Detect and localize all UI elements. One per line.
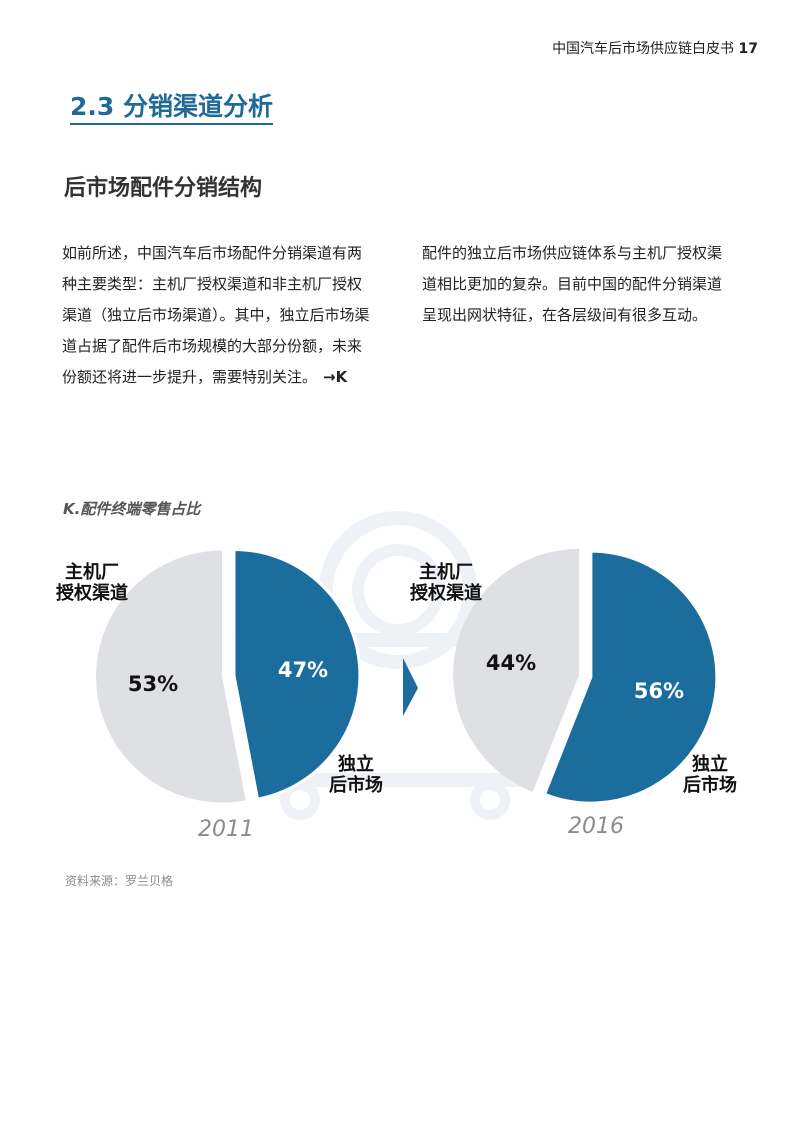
- source-note: 资料来源：罗兰贝格: [65, 874, 174, 888]
- pie-slice-independent: [542, 549, 719, 805]
- pie-slice-oem: [453, 548, 580, 793]
- watermark-magnifier-inner: [352, 544, 444, 636]
- series-label-oem: 主机厂: [65, 561, 119, 583]
- pies-group: 47%53%主机厂授权渠道独立后市场201156%44%主机厂授权渠道独立后市场…: [56, 547, 737, 842]
- page-header: 中国汽车后市场供应链白皮书 17: [552, 38, 758, 58]
- page-number: 17: [738, 41, 758, 57]
- subsection-title: 后市场配件分销结构: [64, 176, 263, 201]
- slice-label-oem: 53%: [128, 672, 178, 696]
- watermark-cart-wheel: [280, 780, 320, 820]
- series-label-independent: 独立: [338, 753, 374, 775]
- pie-slice-independent: [232, 547, 362, 801]
- header-title: 中国汽车后市场供应链白皮书: [552, 41, 735, 57]
- pie-year-label: 2011: [198, 817, 254, 842]
- section-title: 2.3 分销渠道分析: [70, 92, 273, 125]
- slice-label-independent: 47%: [278, 658, 328, 682]
- body-text-left: 如前所述，中国汽车后市场配件分销渠道有两种主要类型：主机厂授权渠道和非主机厂授权…: [62, 238, 372, 393]
- series-label-independent: 独立: [692, 753, 728, 775]
- pie-year-label: 2016: [568, 814, 624, 839]
- series-label-independent: 后市场: [683, 774, 737, 796]
- series-label-oem: 授权渠道: [56, 582, 128, 604]
- series-label-oem: 授权渠道: [410, 582, 482, 604]
- series-label-oem: 主机厂: [419, 561, 473, 583]
- slice-label-oem: 44%: [486, 651, 536, 675]
- pie-slice-oem: [96, 550, 246, 803]
- figure-reference-link[interactable]: →K: [323, 368, 348, 386]
- body-paragraph-left: 如前所述，中国汽车后市场配件分销渠道有两种主要类型：主机厂授权渠道和非主机厂授权…: [62, 244, 370, 386]
- slice-label-independent: 56%: [634, 679, 684, 703]
- watermark-cart-wheel: [470, 780, 510, 820]
- body-paragraph-right: 配件的独立后市场供应链体系与主机厂授权渠道相比更加的复杂。目前中国的配件分销渠道…: [422, 244, 723, 324]
- chart-title: K.配件终端零售占比: [63, 500, 201, 518]
- arrow-icon: [403, 658, 418, 716]
- series-label-independent: 后市场: [329, 774, 383, 796]
- body-text-right: 配件的独立后市场供应链体系与主机厂授权渠道相比更加的复杂。目前中国的配件分销渠道…: [422, 238, 732, 331]
